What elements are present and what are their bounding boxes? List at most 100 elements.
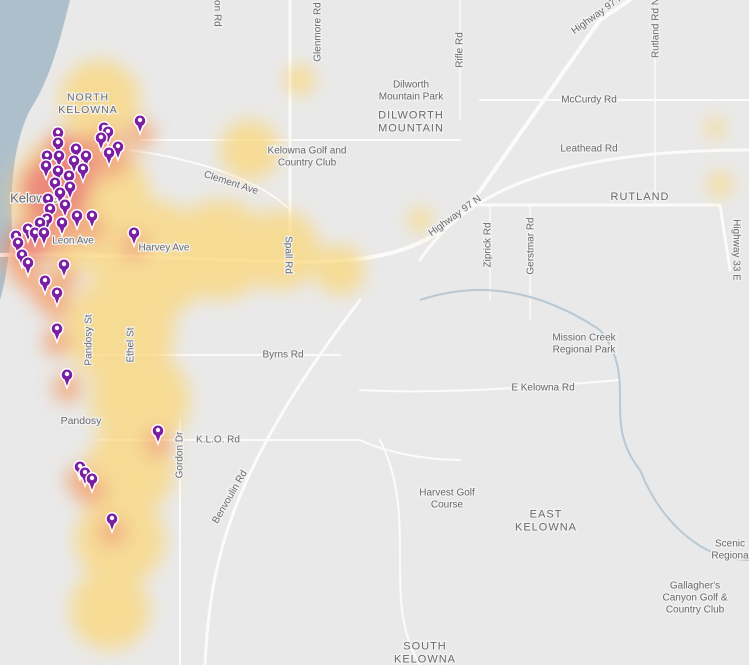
pin-dot [54,289,60,295]
map-label-line: EAST [530,508,563,520]
map-label-line: Gordon Dr [175,431,186,478]
map-label: ton Rd [210,0,224,28]
pin-shape [53,186,67,209]
lake [0,0,70,300]
map-label: Glenmore Rd [311,1,325,63]
pin-dot [54,325,60,331]
pin-shape [11,236,25,259]
pin-shape [50,322,64,345]
pin-dot [89,475,95,481]
heat-blob [60,60,140,140]
pin-shape [43,202,57,225]
pin [85,209,99,232]
map-label-line: KELOWNA [394,653,456,665]
pin-dot [131,229,137,235]
pin [70,209,84,232]
pin [58,198,72,221]
map-label: RUTLAND [609,190,670,205]
pin-dot [44,152,50,158]
pin-dot [25,259,31,265]
map-label: E Kelowna Rd [510,381,576,395]
map-label: K.L.O. Rd [195,433,241,447]
map-label-line: Kelowna Golf and [268,146,347,157]
pin-dot [80,165,86,171]
heat-blob [705,118,725,138]
pin-dot [67,183,73,189]
map-label-line: Harvest Golf [419,488,475,499]
pin [52,149,66,172]
pin-dot [42,277,48,283]
map-label-line: Pandosy [61,415,103,427]
map-label-line: Course [431,500,464,511]
pin [127,226,141,249]
pin-shape [76,162,90,185]
map-label-line: K.L.O. Rd [196,435,240,446]
pin [57,258,71,281]
pin-dot [19,251,25,257]
map-label: Pandosy St [82,313,96,367]
pin-dot [13,232,19,238]
pin-dot [45,195,51,201]
pin [38,274,52,297]
map-label: Leon Ave [51,234,95,248]
creek [419,289,749,561]
pin-shape [85,472,99,495]
pin [60,368,74,391]
heat-blob [220,120,280,180]
pin-shape [50,286,64,309]
map-label-line: Ethel St [126,327,137,362]
pin-shape [60,368,74,391]
map-label-line: Gallagher's [670,581,720,592]
pin [51,136,65,159]
heat-blob [70,570,150,650]
map-label-line: Highway 33 E [730,219,741,281]
pin-shape [102,146,116,169]
pin-dot [55,139,61,145]
pin-dot [56,152,62,158]
map-label-line: MOUNTAIN [378,122,444,134]
map-label-line: Ziprick Rd [483,222,494,267]
map-label-line: NORTH [67,92,109,104]
heat-blob [90,350,190,450]
heat-blob [408,208,432,232]
map-label: Highway 33 E [729,218,743,283]
pin-dot [155,427,161,433]
pin [55,216,69,239]
pin-dot [109,515,115,521]
pin-dot [74,212,80,218]
pin-dot [52,179,58,185]
map-label-line: Leathead Rd [560,144,617,155]
pin [94,131,108,154]
map-label-line: Regional Park [553,345,617,356]
pin-shape [37,226,51,249]
pin-shape [151,424,165,447]
pin-dot [89,212,95,218]
pin [50,286,64,309]
heat-blob [170,200,270,300]
map-label-line: RUTLAND [611,191,670,203]
pin-dot [37,219,43,225]
pins [9,114,165,535]
map-label: Harvey Ave [137,241,191,255]
map-label: Gerstmar Rd [524,216,538,276]
pin-shape [51,136,65,159]
pin-dot [47,205,53,211]
pin-dot [43,162,49,168]
pin-shape [85,209,99,232]
map-label-line: Mission Creek [552,333,616,344]
pin-dot [32,229,38,235]
heat-blob [240,210,320,290]
pin-shape [39,159,53,182]
map-label-line: SOUTH [403,640,447,652]
pin-dot [25,225,31,231]
pin-dot [62,201,68,207]
